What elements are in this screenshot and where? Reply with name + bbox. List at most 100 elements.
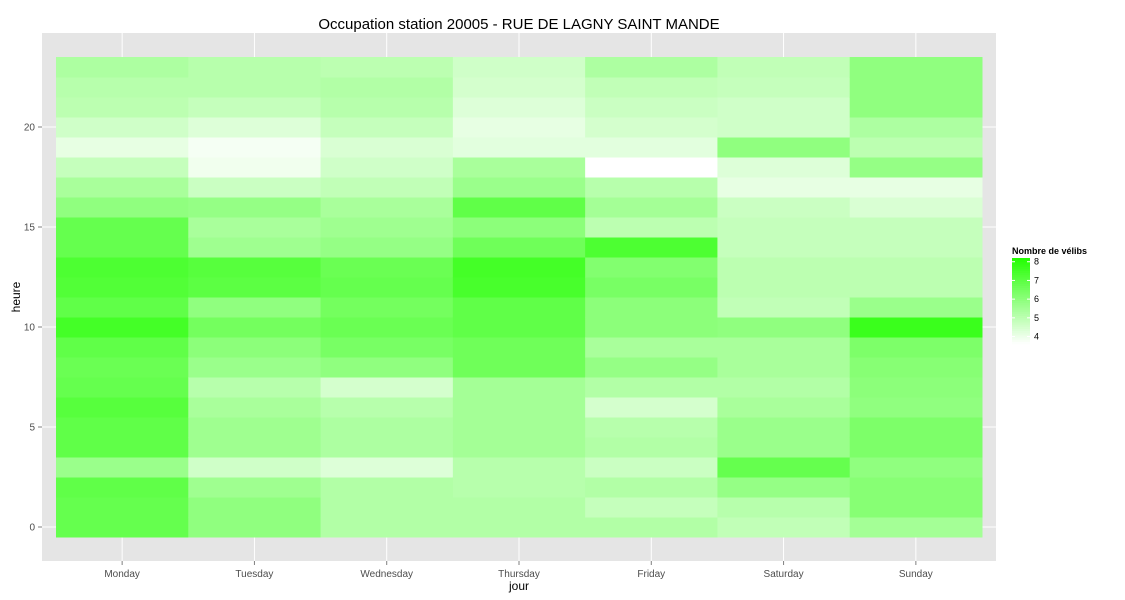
heatmap-cell xyxy=(452,117,586,138)
legend-color-step xyxy=(1012,264,1030,268)
heatmap-cell xyxy=(717,417,851,438)
heatmap-cell xyxy=(717,397,851,418)
chart-title: Occupation station 20005 - RUE DE LAGNY … xyxy=(318,16,719,33)
heatmap-cell xyxy=(585,357,718,378)
legend-label: 4 xyxy=(1034,332,1039,342)
x-tick-label: Sunday xyxy=(899,569,933,580)
heatmap-cell xyxy=(56,497,189,518)
heatmap-cell xyxy=(585,57,718,78)
heatmap-cell xyxy=(320,257,454,278)
legend-color-step xyxy=(1012,292,1030,296)
legend-color-step xyxy=(1012,298,1030,302)
heatmap-cell xyxy=(56,77,189,98)
heatmap-cell xyxy=(320,437,454,458)
heatmap-cell xyxy=(717,197,851,218)
heatmap-cell xyxy=(56,317,189,338)
heatmap-cell xyxy=(849,517,983,538)
legend-color-step xyxy=(1012,294,1030,298)
heatmap-cell xyxy=(188,57,322,78)
heatmap-cell xyxy=(56,437,189,458)
heatmap-cell xyxy=(849,137,983,158)
heatmap-cell xyxy=(56,517,189,538)
heatmap-cell xyxy=(849,217,983,238)
heatmap-cell xyxy=(585,77,718,98)
heatmap-cell xyxy=(56,277,189,298)
legend-color-step xyxy=(1012,311,1030,315)
heatmap-cell xyxy=(56,297,189,318)
heatmap-cell xyxy=(188,297,322,318)
heatmap-cell xyxy=(320,97,454,118)
heatmap-cell xyxy=(585,517,718,538)
heatmap-cell xyxy=(452,157,586,178)
heatmap-cell xyxy=(717,237,851,258)
legend-color-step xyxy=(1012,313,1030,317)
heatmap-cell xyxy=(452,397,586,418)
heatmap-cell xyxy=(188,97,322,118)
legend-color-step xyxy=(1012,318,1030,321)
legend-labels: 8 7 6 5 4 xyxy=(1012,257,1039,342)
heatmap-cell xyxy=(188,197,322,218)
heatmap-cell xyxy=(585,217,718,238)
heatmap-cell xyxy=(717,257,851,278)
heatmap-cell xyxy=(585,457,718,478)
heatmap-cell xyxy=(320,477,454,498)
heatmap-cell xyxy=(188,357,322,378)
legend-color-step xyxy=(1012,260,1030,263)
legend-color-step xyxy=(1012,288,1030,291)
heatmap-cell xyxy=(849,377,983,398)
x-axis-title: jour xyxy=(508,579,529,593)
x-tick-label: Saturday xyxy=(764,569,804,580)
legend-label: 8 xyxy=(1034,257,1039,267)
heatmap-cell xyxy=(56,417,189,438)
heatmap-cell xyxy=(188,117,322,138)
legend-color-step xyxy=(1012,328,1030,332)
heatmap-cell xyxy=(585,297,718,318)
heatmap-cell xyxy=(717,117,851,138)
heatmap-cell xyxy=(320,137,454,158)
heatmap-cell xyxy=(320,377,454,398)
legend-color-step xyxy=(1012,307,1030,311)
heatmap-cell xyxy=(849,77,983,98)
heatmap-cell xyxy=(452,297,586,318)
heatmap-cell xyxy=(585,257,718,278)
heatmap-cell xyxy=(452,517,586,538)
heatmap-cell xyxy=(320,457,454,478)
legend-color-step xyxy=(1012,324,1030,328)
heatmap-cell xyxy=(188,77,322,98)
heatmap-cell xyxy=(320,317,454,338)
legend-color-step xyxy=(1012,322,1030,326)
heatmap-cell xyxy=(452,357,586,378)
heatmap-cell xyxy=(452,257,586,278)
legend-colorbar xyxy=(1012,258,1030,345)
y-tick-label: 10 xyxy=(24,323,36,334)
heatmap-cell xyxy=(320,517,454,538)
heatmap-cell xyxy=(188,157,322,178)
heatmap-cell xyxy=(56,217,189,238)
heatmap-cell xyxy=(56,397,189,418)
heatmap-cell xyxy=(849,417,983,438)
heatmap-cell xyxy=(717,337,851,358)
heatmap-cell xyxy=(717,497,851,518)
heatmap-cell xyxy=(849,397,983,418)
legend-color-step xyxy=(1012,303,1030,306)
heatmap-cell xyxy=(585,177,718,198)
legend-color-step xyxy=(1012,277,1030,281)
heatmap-cell xyxy=(585,377,718,398)
legend-color-step xyxy=(1012,320,1030,324)
legend-color-step xyxy=(1012,341,1030,345)
heatmap-cell xyxy=(585,497,718,518)
legend-color-step xyxy=(1012,326,1030,330)
y-tick-label: 15 xyxy=(24,223,36,234)
y-tick-label: 20 xyxy=(24,123,36,134)
legend-label: 5 xyxy=(1034,313,1039,323)
y-tick-label: 0 xyxy=(29,523,35,534)
legend-color-step xyxy=(1012,285,1030,289)
heatmap-cell xyxy=(320,357,454,378)
heatmap-cell xyxy=(452,277,586,298)
y-axis-title: heure xyxy=(9,281,23,312)
heatmap-cell xyxy=(849,197,983,218)
heatmap-cell xyxy=(320,337,454,358)
heatmap-cell xyxy=(452,237,586,258)
heatmap-cell xyxy=(849,437,983,458)
